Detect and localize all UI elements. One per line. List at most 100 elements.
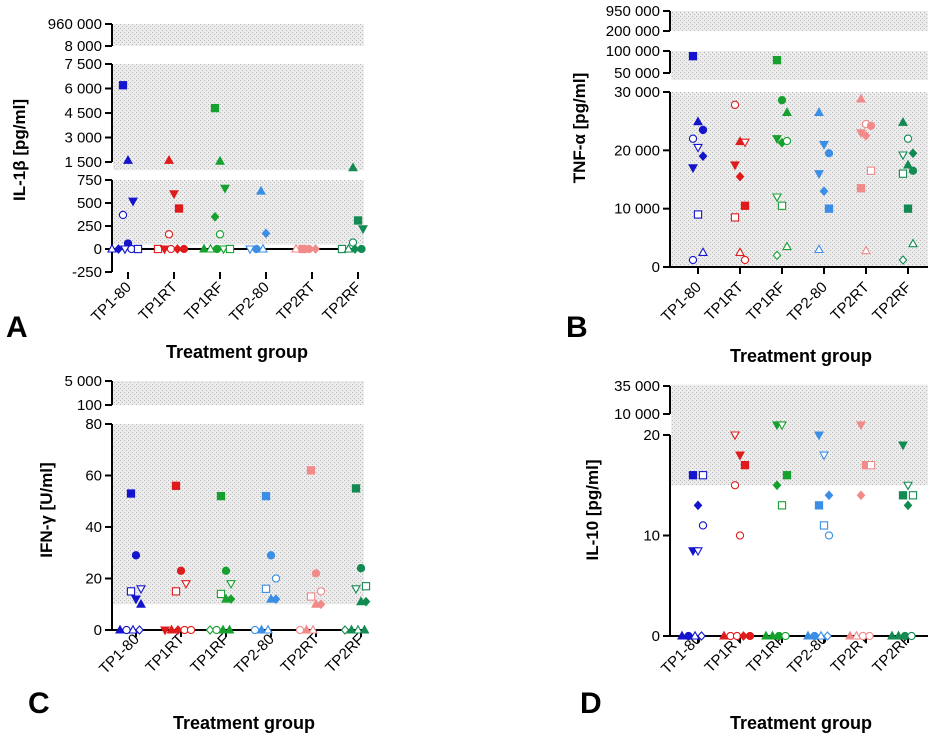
panel-a-hatched-region-0	[113, 24, 364, 46]
panel-d-x-axis-title: Treatment group	[730, 713, 872, 733]
panel-b-data-point	[772, 250, 782, 261]
panel-b-data-point	[772, 55, 782, 65]
panel-a-data-point	[114, 244, 123, 254]
panel-b-data-point	[856, 129, 866, 139]
panel-b-y-axis-title: TNF-α [pg/ml]	[570, 73, 589, 184]
panel-b-data-point	[777, 96, 787, 105]
panel-a-y-tick-label: 500	[77, 195, 102, 212]
panel-a-data-point	[133, 244, 143, 254]
panel-c-y-tick-label: 5 000	[64, 373, 102, 390]
panel-d-data-point	[903, 500, 913, 511]
panel-d-data-point	[719, 630, 729, 640]
panel-d-data-point	[823, 631, 832, 641]
panel-c-data-point	[173, 625, 183, 635]
panel-b-data-point	[740, 201, 750, 210]
panel-b-data-point	[782, 241, 792, 251]
panel-b-data-point	[782, 136, 792, 146]
panel-d-data-point	[690, 630, 700, 640]
panel-d-data-point	[814, 431, 824, 441]
panel-c-data-point	[361, 596, 371, 607]
panel-c-data-point	[131, 595, 141, 605]
panel-c-y-tick-label: 80	[85, 416, 102, 433]
panel-b-x-tick-label: TP1-80	[658, 279, 705, 326]
panel-d-data-point	[730, 481, 740, 490]
panel-a-data-point	[348, 162, 358, 172]
panel-a-data-point	[353, 216, 363, 225]
panel-c-data-point	[353, 624, 363, 634]
panel-a-y-tick-label: 7 500	[64, 56, 102, 73]
panel-a-y-tick-label: 0	[94, 241, 102, 258]
panel-c-data-point	[308, 624, 318, 634]
panel-c-x-tick-label: TP1RF	[187, 631, 233, 677]
panel-a-data-point	[118, 210, 128, 220]
panel-a-y-axis-title: IL-1β [pg/ml]	[10, 99, 29, 201]
panel-c-x-tick-label: TP1-80	[96, 631, 143, 678]
panel-b-y-tick-label: 950 000	[606, 3, 660, 20]
panel-d-hatched-region-1	[671, 384, 928, 486]
panel-a-hatched-region-2	[113, 180, 364, 245]
panel-a-data-point	[291, 243, 301, 253]
panel-c-data-point	[263, 624, 273, 634]
panel-b-data-point	[782, 107, 792, 116]
panel-a-x-tick-label: TP2RT	[273, 279, 318, 324]
panel-a-y-tick-label: 4 500	[64, 105, 102, 122]
panel-b-data-point	[856, 93, 866, 103]
panel-d-il10: D IL-10 [pg/ml] Treatment group 35 000 10…	[580, 378, 928, 733]
panel-c-data-point	[271, 574, 281, 583]
panel-a-hatched-region-1	[113, 64, 364, 171]
panel-c-x-tick-label: TP1RT	[142, 631, 187, 676]
panel-c-data-point	[346, 624, 357, 634]
panel-b-data-point	[740, 138, 750, 148]
panel-d-data-point	[845, 630, 855, 640]
panel-a-data-point	[225, 244, 235, 254]
panel-c-data-point	[226, 594, 236, 604]
panel-b-data-point	[688, 164, 698, 174]
panel-a-y-tick-label: 750	[77, 172, 102, 189]
panel-d-data-point	[730, 431, 740, 441]
panel-a-data-point	[118, 81, 128, 90]
panel-c-data-point	[221, 566, 231, 575]
panel-a-data-point	[256, 185, 266, 195]
panel-b-data-point	[772, 193, 782, 203]
panel-a-data-point	[220, 184, 230, 194]
panel-a-data-point	[358, 225, 368, 235]
panel-d-data-point	[856, 421, 866, 431]
panel-d-data-point	[898, 441, 908, 451]
panel-a-data-point	[159, 245, 170, 255]
panel-b-data-point	[866, 166, 876, 175]
panel-b-hatched-region-1	[671, 51, 928, 81]
panel-c-data-point	[160, 626, 170, 636]
panel-a-x-tick-label: TP2-80	[226, 279, 273, 326]
panel-c-data-point	[261, 584, 271, 593]
panel-d-y-tick-label: 0	[652, 628, 660, 645]
panel-b-y-tick-label: 20 000	[614, 142, 660, 159]
panel-b-data-point	[693, 143, 703, 153]
panel-c-data-point	[351, 585, 361, 595]
panel-d-data-point	[816, 630, 826, 640]
panel-b-data-point	[688, 52, 698, 61]
panel-a-data-point	[179, 244, 189, 254]
panel-b-data-point	[698, 151, 708, 161]
panel-b-data-point	[693, 210, 703, 219]
panel-c-data-point	[218, 624, 228, 634]
panel-c-data-point	[271, 594, 281, 604]
panel-b-x-tick-label: TP1RF	[743, 279, 789, 325]
panel-c-data-point	[256, 624, 267, 634]
panel-b-data-point	[772, 135, 782, 144]
panel-c-data-point	[306, 592, 316, 601]
panel-b-data-point	[898, 117, 908, 126]
panel-b-x-axis-title: Treatment group	[730, 346, 872, 366]
panel-d-data-point	[693, 500, 703, 511]
panel-letter-c: C	[28, 687, 50, 720]
panel-a-x-axis-title: Treatment group	[166, 342, 308, 362]
panel-c-hatched-region-0	[113, 381, 364, 405]
panel-b-data-point	[861, 130, 871, 141]
panel-a-data-point	[164, 155, 174, 164]
panel-a-data-point	[123, 155, 133, 164]
panel-c-data-point	[361, 582, 371, 591]
panel-a-data-point	[173, 244, 182, 254]
panel-d-data-point	[740, 460, 750, 470]
panel-d-data-point	[688, 471, 698, 480]
panel-d-data-point	[824, 490, 834, 501]
panel-b-x-tick-label: TP2RF	[869, 279, 915, 325]
